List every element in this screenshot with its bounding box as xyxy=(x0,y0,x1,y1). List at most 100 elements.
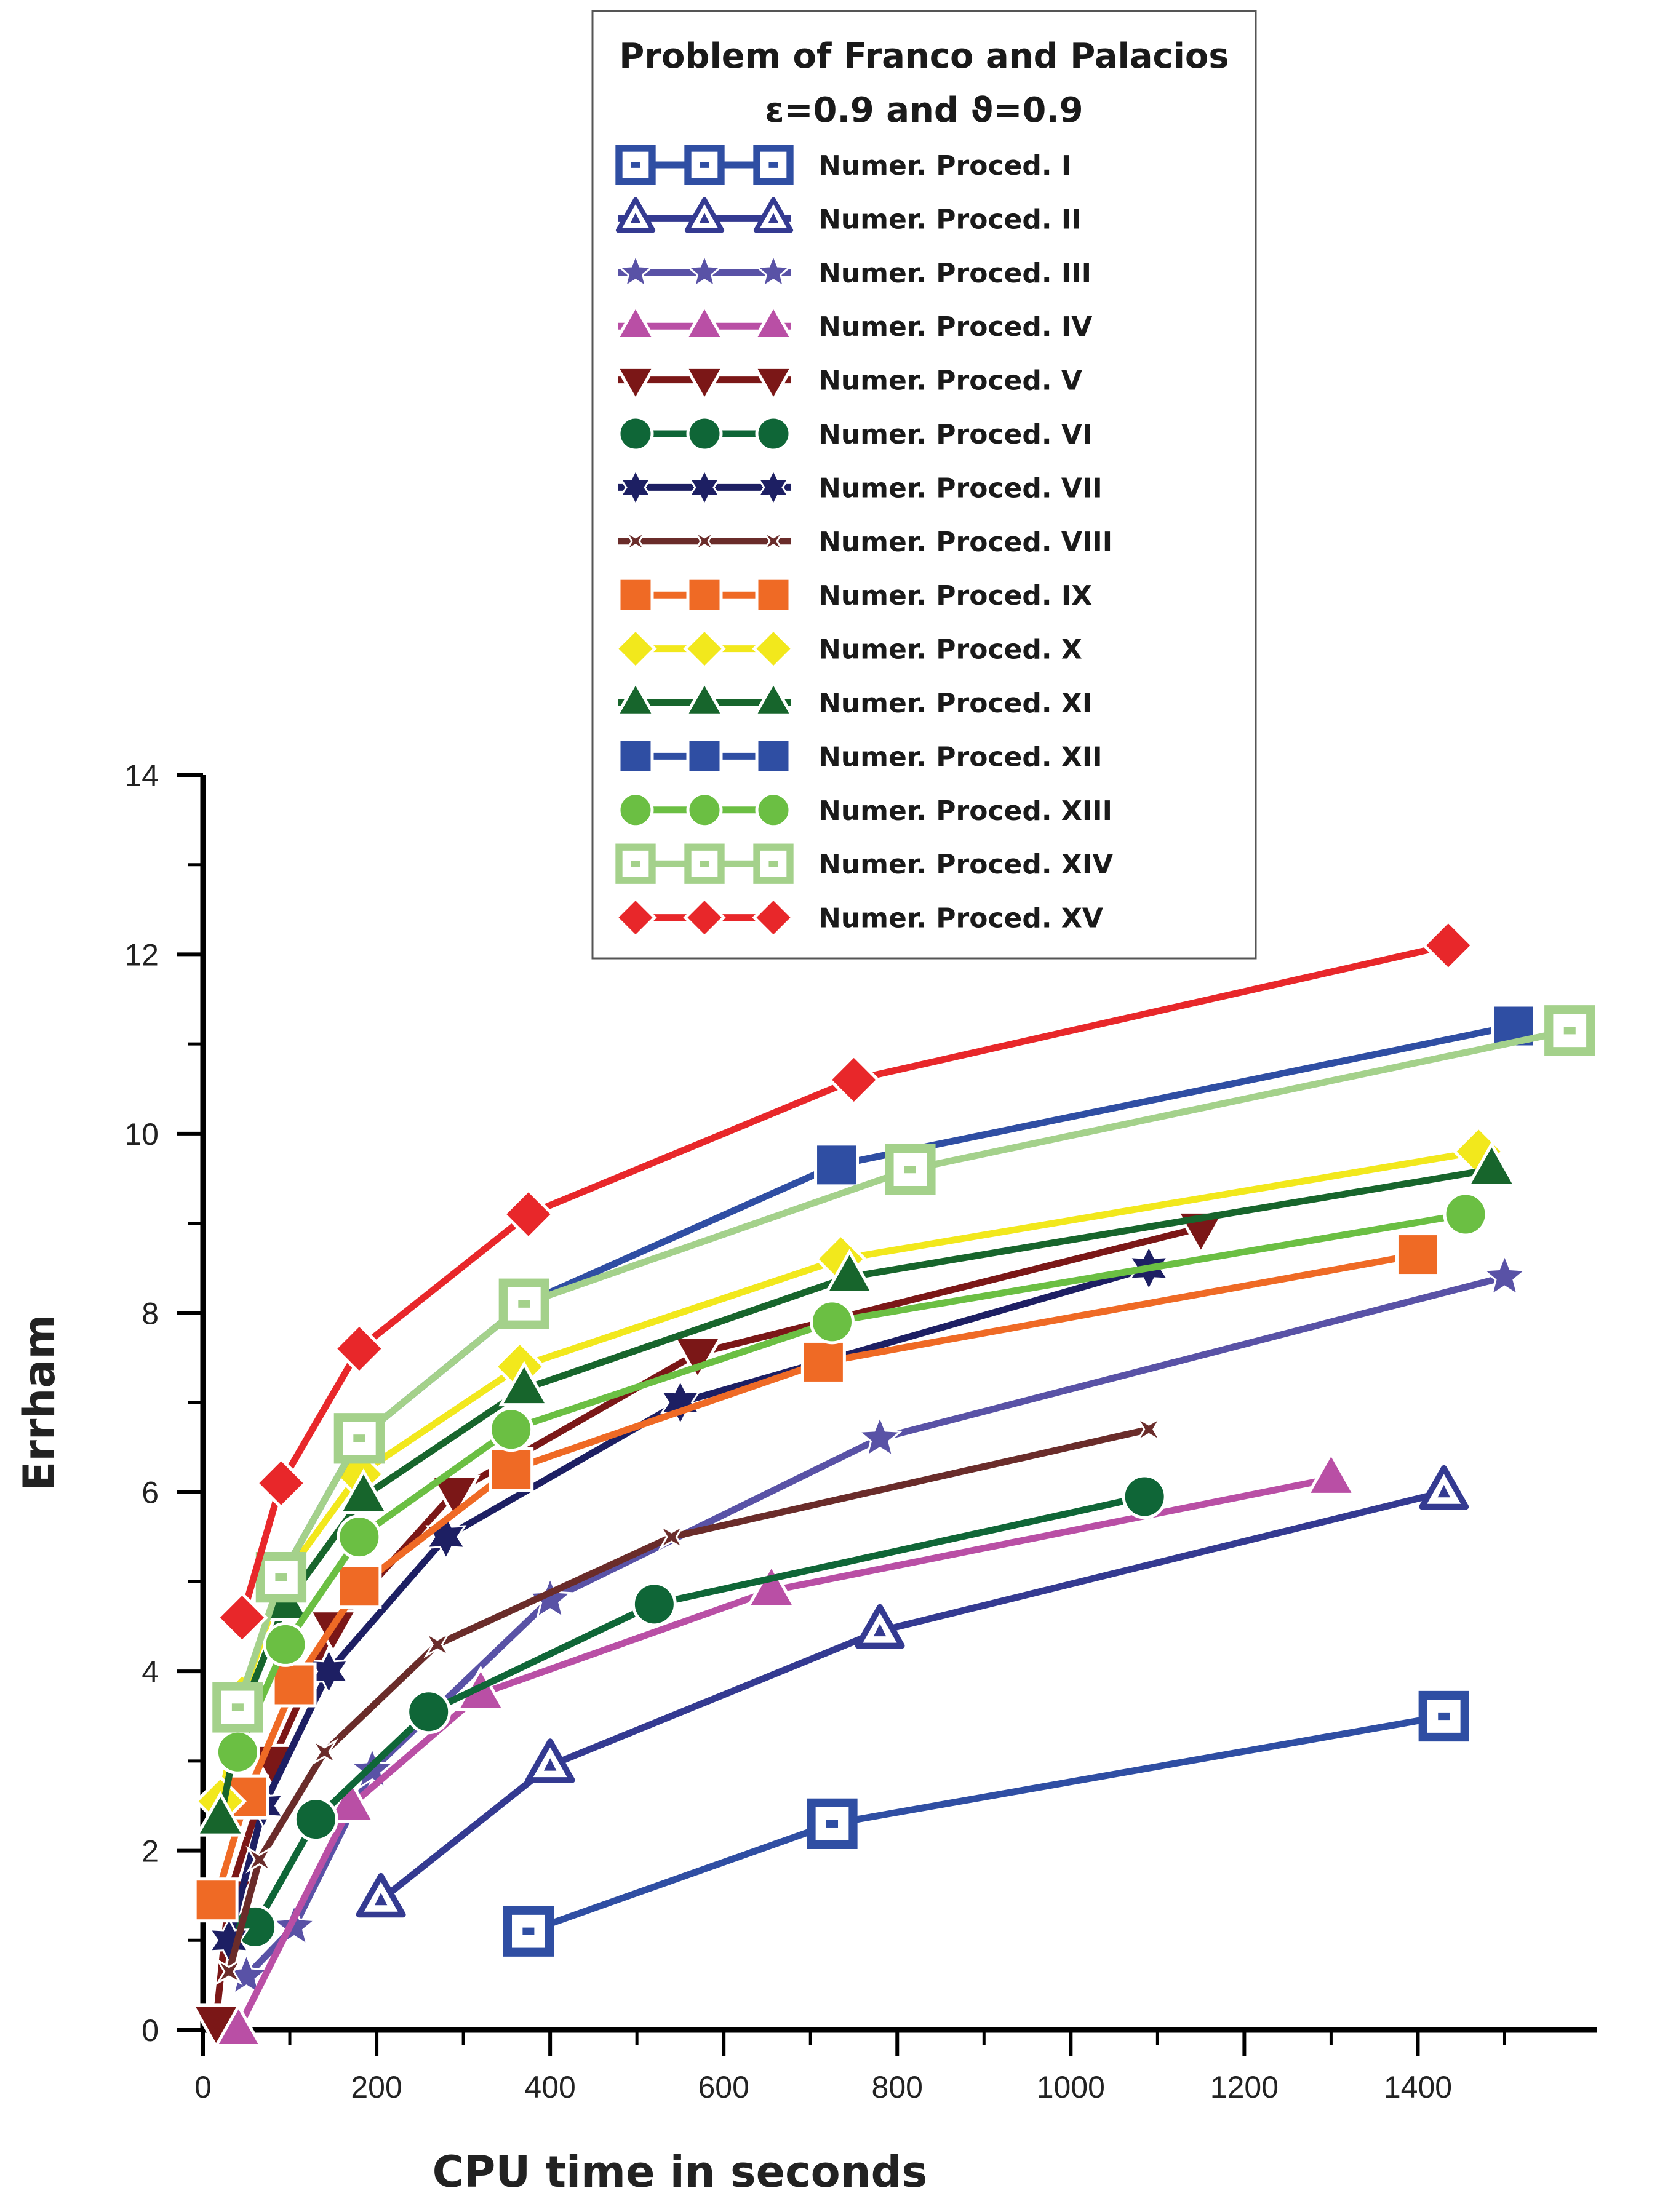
legend-marker xyxy=(614,896,657,939)
data-point xyxy=(310,1738,338,1766)
legend-marker xyxy=(752,627,795,670)
data-point-dot xyxy=(518,1300,530,1308)
data-point xyxy=(489,1407,534,1452)
y-tick-label: 8 xyxy=(142,1296,159,1331)
series-9 xyxy=(193,1232,1440,1923)
legend-entry-10: Numer. Proced. X xyxy=(614,627,1082,670)
legend-marker xyxy=(617,415,654,452)
legend-marker xyxy=(755,792,792,829)
y-tick-label: 4 xyxy=(142,1655,159,1689)
legend-marker xyxy=(752,365,794,404)
data-point-dot xyxy=(231,1703,244,1711)
x-tick-label: 1000 xyxy=(1037,2070,1105,2104)
data-point xyxy=(828,1053,880,1107)
series-line xyxy=(225,1426,1152,1975)
series-line xyxy=(225,1264,1152,1944)
data-point xyxy=(1482,1252,1528,1297)
data-point xyxy=(800,1339,846,1385)
legend-marker xyxy=(684,303,725,340)
data-point xyxy=(502,1188,555,1241)
data-point xyxy=(215,1957,243,1986)
legend-subtitle: ε=0.9 and ϑ=0.9 xyxy=(765,90,1083,130)
series-line xyxy=(239,942,1452,1621)
data-point xyxy=(824,1249,876,1294)
legend-entries: Numer. Proced. I Numer. Proced. II Numer. … xyxy=(614,145,1113,939)
legend-marker xyxy=(683,627,726,670)
legend-marker-dot xyxy=(768,162,778,168)
series-line xyxy=(234,1027,1573,1711)
x-tick-label: 800 xyxy=(872,2070,923,2104)
legend-entry-8: Numer. Proced. VIII xyxy=(618,527,1112,558)
legend-marker xyxy=(684,365,725,404)
x-axis-title: CPU time in seconds xyxy=(433,2147,928,2197)
legend-entry-11: Numer. Proced. XI xyxy=(615,679,1092,719)
legend-marker xyxy=(617,792,654,829)
data-point xyxy=(255,1457,308,1510)
x-tick-label: 400 xyxy=(524,2070,575,2104)
data-point xyxy=(245,1845,274,1874)
data-point xyxy=(1422,919,1475,972)
legend-marker xyxy=(624,530,647,553)
data-point xyxy=(423,1630,452,1658)
data-point-dot xyxy=(522,1927,535,1935)
legend-marker xyxy=(752,679,794,717)
data-point xyxy=(527,1575,573,1620)
legend-marker-dot xyxy=(631,861,640,867)
legend-marker-dot xyxy=(768,212,779,223)
data-point xyxy=(293,1797,338,1842)
data-point xyxy=(429,1474,481,1521)
data-point xyxy=(658,1523,686,1551)
legend-marker xyxy=(686,738,723,774)
data-point-dot xyxy=(826,1820,839,1828)
data-point xyxy=(660,1379,701,1426)
series-8 xyxy=(215,1415,1163,1986)
y-tick-label: 12 xyxy=(124,937,159,972)
legend-marker xyxy=(614,627,657,670)
data-point-dot xyxy=(1563,1027,1576,1035)
legend-entry-15: Numer. Proced. XV xyxy=(614,896,1103,939)
data-point xyxy=(814,1142,860,1188)
data-point xyxy=(194,1791,246,1837)
legend-label: Numer. Proced. XIV xyxy=(818,849,1113,880)
legend-marker-dot xyxy=(630,212,641,223)
data-point xyxy=(1122,1474,1167,1519)
legend-marker xyxy=(617,738,654,774)
legend-label: Numer. Proced. XI xyxy=(818,688,1092,719)
legend-marker xyxy=(693,530,716,553)
data-point xyxy=(193,1877,239,1923)
data-point xyxy=(1395,1232,1440,1278)
legend-entry-12: Numer. Proced. XII xyxy=(617,738,1103,774)
legend-marker xyxy=(687,468,722,507)
data-point xyxy=(337,1514,382,1560)
y-tick-label: 0 xyxy=(142,2013,159,2048)
legend-marker-dot xyxy=(768,861,778,867)
y-tick-label: 2 xyxy=(142,1834,159,1869)
data-point xyxy=(809,1299,855,1345)
series-7 xyxy=(208,1244,1170,1964)
data-point xyxy=(1305,1450,1357,1496)
series-4 xyxy=(212,1450,1357,2047)
series-line xyxy=(525,1713,1448,1935)
legend-marker xyxy=(617,576,654,613)
legend-marker xyxy=(752,896,795,939)
data-point-dot xyxy=(1438,1712,1450,1721)
legend-label: Numer. Proced. IV xyxy=(818,311,1092,343)
series-1 xyxy=(503,1690,1469,1957)
legend-entry-14: Numer. Proced. XIV xyxy=(615,843,1113,884)
data-point xyxy=(337,1564,382,1609)
data-point xyxy=(746,1562,797,1608)
legend-label: Numer. Proced. XIII xyxy=(818,795,1112,827)
legend-marker xyxy=(755,576,792,613)
legend-marker xyxy=(762,530,785,553)
x-tick-label: 0 xyxy=(194,2070,212,2104)
legend-marker xyxy=(615,365,656,404)
x-tick-label: 1400 xyxy=(1384,2070,1452,2104)
data-point xyxy=(1466,1141,1518,1187)
legend-label: Numer. Proced. VII xyxy=(818,472,1103,504)
data-point xyxy=(856,1414,903,1458)
legend-marker xyxy=(685,252,724,288)
series-layer xyxy=(190,919,1595,2050)
y-tick-label: 14 xyxy=(124,758,159,793)
data-point xyxy=(215,1591,269,1644)
